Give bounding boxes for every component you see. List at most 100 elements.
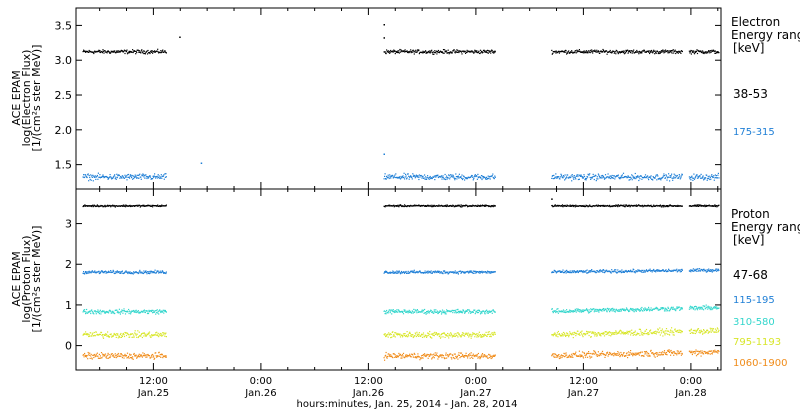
proton-point [663, 310, 666, 312]
proton-point [404, 357, 406, 359]
electron-point [650, 177, 652, 179]
proton-point [95, 272, 97, 274]
proton-point [578, 310, 580, 312]
proton-point [611, 354, 613, 356]
proton-point [392, 335, 394, 337]
proton-point [430, 204, 432, 206]
proton-point [599, 271, 601, 273]
proton-point [610, 332, 612, 334]
proton-point [411, 271, 413, 273]
proton-point [585, 309, 587, 311]
proton-point [622, 354, 624, 356]
proton-point [619, 310, 621, 312]
proton-point [91, 271, 93, 273]
electron-point [585, 179, 587, 181]
proton-point [129, 353, 131, 355]
proton-point [123, 335, 126, 338]
proton-point [420, 358, 422, 360]
proton-point [162, 309, 164, 311]
electron-point [467, 177, 469, 179]
proton-point [464, 205, 466, 207]
proton-point [471, 334, 473, 336]
electron-point [582, 176, 584, 178]
proton-point [430, 310, 432, 312]
electron-point [445, 176, 447, 179]
electron-point [578, 178, 580, 180]
proton-point [153, 355, 155, 357]
electron-point [601, 177, 603, 179]
proton-point [407, 270, 409, 272]
electron-point [446, 175, 448, 177]
proton-point [159, 332, 161, 335]
electron-point [134, 176, 136, 178]
proton-point [151, 355, 153, 357]
proton-point [605, 354, 607, 356]
proton-point [707, 330, 709, 332]
electron-point [446, 50, 448, 52]
proton-point [428, 354, 430, 356]
proton-point [148, 309, 150, 311]
proton-point [601, 269, 604, 271]
proton-point [574, 271, 576, 273]
electron-point [597, 173, 599, 175]
electron-point [612, 177, 614, 179]
electron-point [123, 49, 126, 51]
electron-point [85, 174, 87, 176]
proton-point [402, 335, 404, 337]
proton-point [575, 270, 577, 273]
electron-point [484, 50, 486, 52]
proton-point [157, 355, 159, 357]
electron-point [620, 177, 622, 179]
proton-point [115, 355, 117, 357]
electron-point [384, 51, 386, 53]
proton-point [568, 356, 570, 358]
proton-point [447, 332, 449, 335]
electron-point [621, 51, 623, 53]
proton-point [590, 271, 592, 273]
proton-point [609, 332, 611, 334]
electron-point [624, 52, 627, 54]
proton-point [601, 204, 604, 207]
proton-point [617, 206, 619, 208]
proton-point [101, 205, 104, 207]
proton-point [678, 353, 680, 355]
proton-point [553, 205, 555, 207]
proton-point [593, 331, 595, 333]
electron-point [662, 176, 664, 178]
proton-point [690, 308, 692, 310]
electron-point [587, 176, 589, 178]
electron-point [384, 175, 386, 177]
proton-point [653, 355, 655, 357]
electron-point [411, 176, 413, 179]
proton-point [448, 355, 450, 357]
electron-point [609, 176, 611, 178]
electron-point [407, 51, 409, 54]
proton-point [602, 308, 604, 311]
electron-point [655, 174, 657, 176]
proton-point [575, 335, 577, 337]
proton-point [479, 334, 482, 336]
proton-point [109, 309, 111, 312]
proton-point [405, 271, 407, 273]
electron-point [145, 174, 147, 176]
proton-point [657, 270, 659, 272]
proton-point [620, 333, 622, 335]
electron-point [475, 51, 477, 53]
electron-point [454, 179, 456, 181]
electron-point [460, 177, 463, 179]
proton-point [141, 205, 143, 207]
proton-point [97, 205, 99, 207]
electron-point [446, 178, 448, 180]
proton-point [673, 351, 675, 353]
proton-point [705, 308, 707, 310]
proton-point [607, 351, 609, 353]
proton-point [460, 336, 462, 338]
proton-point [611, 334, 613, 336]
proton-point [625, 309, 627, 311]
proton-point [488, 311, 490, 313]
proton-point [119, 313, 121, 315]
proton-point [639, 309, 641, 311]
proton-point [692, 332, 694, 334]
proton-point [569, 354, 571, 356]
proton-point [120, 311, 122, 313]
